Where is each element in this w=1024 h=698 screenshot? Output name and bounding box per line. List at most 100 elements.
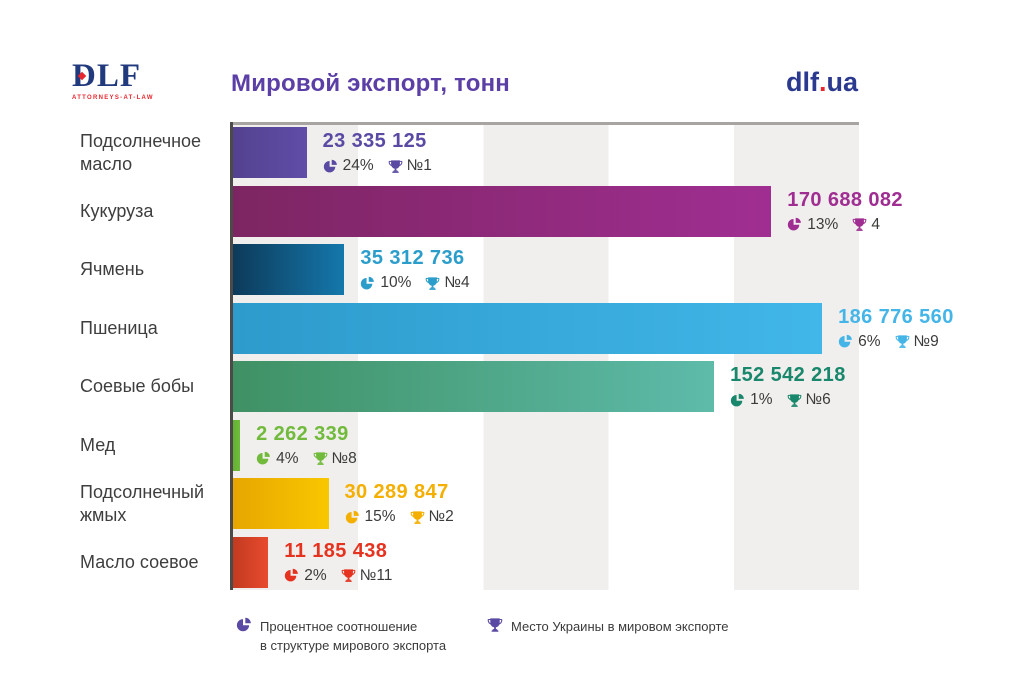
percent-value: 13% — [807, 215, 839, 233]
percent-value: 4% — [276, 449, 299, 467]
rank-value: 4 — [871, 215, 880, 233]
bar-value: 152 542 218 — [730, 364, 846, 386]
site-name: dlf — [785, 67, 819, 97]
bar-annotation: 23 335 125 24% №1 — [323, 127, 432, 178]
trophy-icon — [852, 218, 867, 231]
pie-icon — [345, 510, 359, 523]
bar-row: 30 289 847 15% №2 — [233, 473, 1024, 532]
trophy-icon — [410, 510, 424, 524]
page-title: Мировой экспорт, тонн — [231, 70, 510, 97]
rank-value: №1 — [406, 157, 432, 174]
bar-stats: 24% №1 — [323, 157, 432, 175]
legend-percent-line2: в структуре мирового экспорта — [260, 637, 447, 653]
legend-rank-label: Место Украины в мировом экспорте — [511, 618, 729, 637]
legend-percent-label: Процентное соотношение в структуре миров… — [260, 618, 446, 656]
bar-value: 186 776 560 — [838, 305, 954, 328]
category-label: Подсолнечное масло — [80, 131, 202, 174]
bar-annotation: 30 289 847 15% №2 — [345, 478, 454, 529]
trophy-icon — [426, 276, 440, 290]
bar-stats: 1% №6 — [730, 391, 846, 409]
bar-value: 35 312 736 — [360, 247, 465, 269]
bar-annotation: 170 688 082 13% 4 — [787, 186, 903, 237]
percent-value: 24% — [342, 157, 374, 174]
category-label: Мед — [80, 434, 116, 455]
category-label: Соевые бобы — [80, 376, 195, 397]
trophy-icon — [388, 159, 403, 173]
bar-row: 152 542 218 1% №6 — [233, 356, 1024, 415]
plot-top-border — [230, 122, 859, 125]
rank-value: №4 — [444, 274, 470, 291]
dlf-logo-text: DLF — [72, 60, 192, 93]
plot-y-axis — [230, 122, 233, 590]
bar — [233, 185, 772, 237]
pie-icon — [838, 334, 852, 348]
legend-percent: Процентное соотношение в структуре миров… — [236, 617, 446, 656]
logo-subtext: ATTORNEYS-AT-LAW — [72, 95, 154, 101]
bar-row: 11 185 438 2% №11 — [233, 532, 1024, 591]
percent-value: 15% — [364, 508, 396, 525]
bar — [233, 536, 269, 588]
percent-value: 1% — [750, 391, 773, 408]
pie-icon — [236, 617, 251, 632]
category-label: Пшеница — [80, 317, 158, 338]
bar-annotation: 152 542 218 1% №6 — [730, 361, 846, 412]
rank-value: №9 — [913, 332, 939, 350]
plot-area: 23 335 125 24% №1 — [233, 125, 953, 590]
pie-icon — [323, 159, 337, 172]
legend-rank-line1: Место Украины в мировом экспорте — [511, 619, 729, 634]
legend-percent-line1: Процентное соотношение — [260, 619, 418, 634]
bar-value: 2 262 339 — [256, 422, 349, 445]
bar-annotation: 186 776 560 6% №9 — [838, 303, 954, 354]
bar-stats: 2% №11 — [284, 567, 392, 585]
bar-annotation: 11 185 438 2% №11 — [284, 537, 392, 588]
bar-value: 11 185 438 — [284, 539, 388, 562]
percent-value: 10% — [380, 274, 412, 291]
bar-stats: 10% №4 — [360, 274, 470, 292]
bar — [233, 302, 823, 354]
bar — [233, 478, 329, 529]
pie-icon — [788, 217, 802, 231]
pie-icon — [285, 568, 299, 582]
trophy-icon — [487, 618, 503, 632]
bar-stats: 15% №2 — [345, 508, 454, 526]
bar — [233, 419, 241, 471]
trophy-icon — [313, 452, 327, 465]
rank-value: №6 — [805, 391, 831, 408]
trophy-icon — [341, 569, 356, 582]
category-label: Ячмень — [80, 259, 145, 280]
trophy-icon — [895, 335, 909, 348]
bar-value: 170 688 082 — [787, 188, 903, 211]
site-wordmark: dlf.ua — [786, 67, 858, 98]
site-tld: ua — [826, 67, 858, 97]
trophy-icon — [787, 393, 801, 407]
legend-rank: Место Украины в мировом экспорте — [487, 617, 729, 637]
bar-row: 186 776 560 6% №9 — [233, 298, 1024, 357]
pie-icon — [256, 451, 270, 465]
category-label: Кукуруза — [80, 200, 154, 221]
bar-annotation: 35 312 736 10% №4 — [360, 244, 469, 295]
bar-stats: 6% №9 — [838, 333, 954, 351]
bar-row: 2 262 339 4% №8 — [233, 415, 1024, 474]
bar-annotation: 2 262 339 4% №8 — [256, 420, 357, 471]
rank-value: №2 — [428, 508, 454, 525]
pie-icon — [730, 393, 744, 406]
bar — [233, 127, 307, 178]
dlf-logo: DLF ATTORNEYS-AT-LAW — [72, 60, 192, 102]
bar — [233, 361, 715, 412]
bar-value: 23 335 125 — [322, 130, 427, 152]
bar-row: 170 688 082 13% 4 — [233, 181, 1024, 240]
site-dot: . — [818, 67, 827, 97]
rank-value: №11 — [359, 566, 393, 584]
bar-row: 35 312 736 10% №4 — [233, 239, 1024, 298]
bar-stats: 13% 4 — [787, 216, 903, 234]
category-label: Масло соевое — [80, 551, 199, 572]
bar-stats: 4% №8 — [256, 450, 357, 468]
percent-value: 6% — [858, 332, 881, 350]
pie-icon — [361, 276, 375, 289]
bar-value: 30 289 847 — [344, 481, 449, 503]
percent-value: 2% — [304, 566, 327, 584]
rank-value: №8 — [331, 449, 357, 467]
bar-row: 23 335 125 24% №1 — [233, 122, 1024, 181]
bar — [233, 244, 345, 295]
